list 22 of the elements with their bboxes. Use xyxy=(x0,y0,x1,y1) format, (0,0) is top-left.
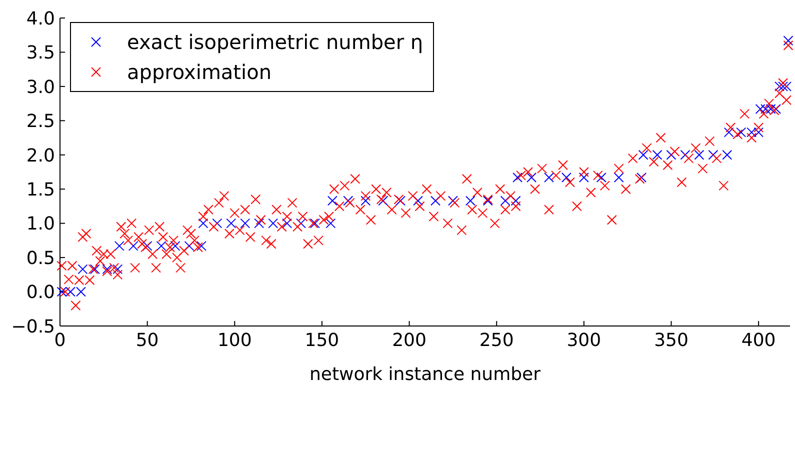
x-tick-label: 50 xyxy=(136,330,159,351)
y-tick-label: −0.5 xyxy=(11,316,55,338)
y-tick-label: 2.5 xyxy=(26,111,55,132)
x-tick-label: 250 xyxy=(479,330,514,351)
y-tick-label: 2.0 xyxy=(26,145,55,166)
y-tick-label: 3.5 xyxy=(26,42,55,64)
x-tick-label: 300 xyxy=(566,330,602,351)
y-tick-label: 0.5 xyxy=(26,248,55,269)
x-tick-label: 0 xyxy=(54,330,66,351)
x-tick-label: 100 xyxy=(217,330,252,351)
y-tick-label: 1.0 xyxy=(26,214,55,235)
y-tick-label: 1.5 xyxy=(26,180,55,200)
y-tick-label: 3.0 xyxy=(26,76,55,98)
y-tick-label: 0.0 xyxy=(26,282,55,304)
legend-label: exact isoperimetric number η xyxy=(127,29,424,56)
legend-label: approximation xyxy=(127,59,272,86)
x-axis-title: network instance number xyxy=(309,364,542,385)
x-tick-label: 400 xyxy=(741,330,776,351)
x-tick-label: 350 xyxy=(654,330,688,351)
x-tick-label: 200 xyxy=(392,330,426,351)
y-tick-label: 4.0 xyxy=(26,8,55,30)
x-tick-label: 150 xyxy=(304,330,340,351)
